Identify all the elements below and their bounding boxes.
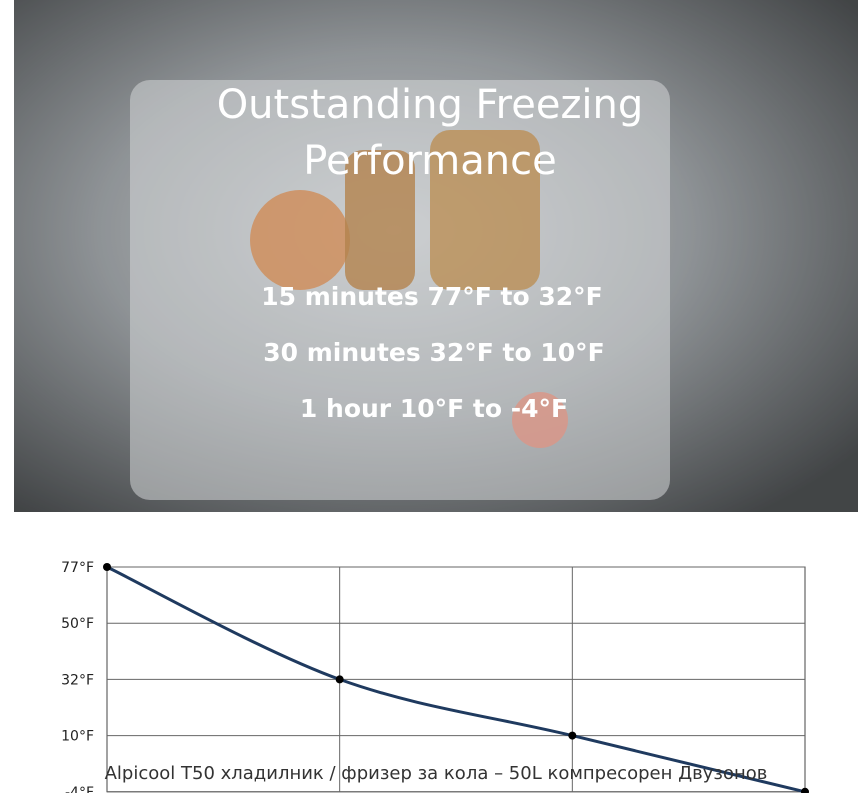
chart: -4°F 10°F 32°F 50°F 77°F [61, 560, 809, 793]
hero-line: 1 hour 10°F to -4°F [300, 394, 568, 423]
data-point [801, 787, 809, 793]
title-line: Performance [303, 138, 556, 184]
data-point [568, 731, 577, 740]
y-tick-label: 50°F [61, 616, 94, 632]
y-tick-label: 32°F [61, 672, 94, 688]
hero-title: Outstanding Freezing Performance [217, 82, 644, 184]
data-point [335, 675, 344, 684]
y-tick-label: 10°F [61, 729, 94, 745]
title-line: Outstanding Freezing [217, 82, 644, 128]
product-photo [14, 0, 858, 512]
hero-line: 30 minutes 32°F to 10°F [263, 338, 604, 367]
hero-line: 15 minutes 77°F to 32°F [261, 282, 602, 311]
y-tick-label: -4°F [65, 785, 94, 793]
y-tick-label: 77°F [61, 560, 94, 576]
line-series [106, 565, 806, 793]
product-caption: Alpicool T50 хладилник / фризер за кола … [105, 763, 768, 784]
data-point [103, 563, 111, 571]
